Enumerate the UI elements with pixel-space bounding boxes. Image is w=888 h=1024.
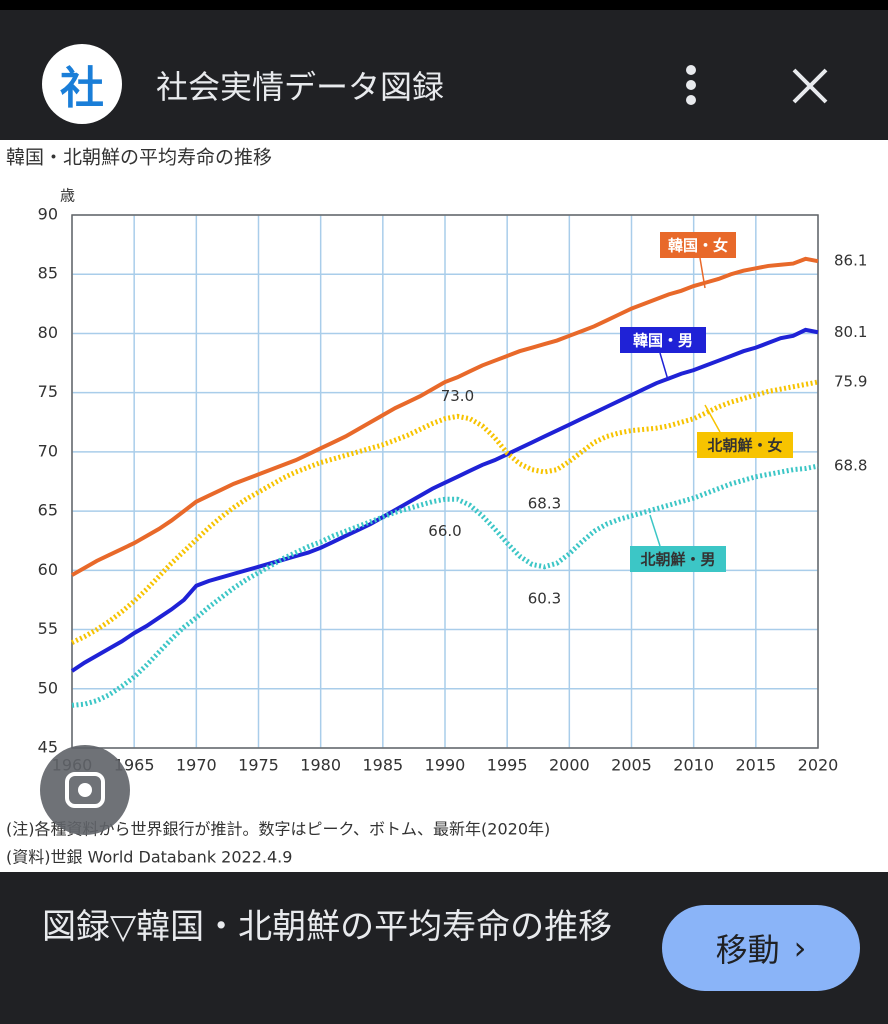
source: (資料)世銀 World Databank 2022.4.9 (6, 848, 292, 867)
menu-button[interactable] (676, 62, 706, 108)
series-label-box (660, 232, 736, 258)
x-tick-label: 2015 (735, 756, 776, 775)
result-card: 図録▽韓国・北朝鮮の平均寿命の推移 移動 › (0, 872, 888, 1024)
series-label-box (697, 432, 793, 458)
y-tick-label: 55 (38, 619, 58, 638)
data-label: 66.0 (428, 522, 461, 540)
x-tick-label: 1990 (425, 756, 466, 775)
x-tick-label: 2020 (798, 756, 839, 775)
data-label: 75.9 (834, 373, 867, 391)
y-tick-label: 50 (38, 678, 58, 697)
site-logo[interactable]: 社 (42, 44, 122, 124)
series-line (70, 379, 819, 645)
site-title: 社会実情データ図録 (156, 68, 445, 106)
x-tick-label: 2005 (611, 756, 652, 775)
chart: 韓国・北朝鮮の平均寿命の推移 歳 (注)各種資料から世界銀行が推計。数字はピーク… (0, 140, 888, 872)
legend-label: 北朝鮮・女 (707, 437, 782, 455)
note: (注)各種資料から世界銀行が推計。数字はピーク、ボトム、最新年(2020年) (6, 820, 550, 839)
x-tick-label: 1980 (300, 756, 341, 775)
card-title[interactable]: 図録▽韓国・北朝鮮の平均寿命の推移 (42, 907, 613, 947)
data-label: 60.3 (528, 589, 561, 607)
x-tick-label: 1970 (176, 756, 217, 775)
data-label: 73.0 (441, 387, 474, 405)
y-tick-label: 90 (38, 205, 58, 224)
legend-label: 韓国・男 (633, 332, 693, 350)
label-leader (699, 257, 706, 289)
close-button[interactable] (790, 66, 830, 106)
data-label: 80.1 (834, 323, 867, 341)
label-leader (704, 404, 721, 433)
series-line (71, 256, 819, 577)
y-tick-label: 70 (38, 441, 58, 460)
legend-label: 北朝鮮・男 (640, 551, 715, 569)
data-label: 68.8 (834, 457, 867, 475)
data-label: 68.3 (528, 495, 561, 513)
y-tick-label: 45 (38, 738, 58, 757)
x-tick-label: 2010 (673, 756, 714, 775)
y-axis-unit: 歳 (60, 187, 75, 205)
data-label: 86.1 (834, 252, 867, 270)
series-label-box (620, 327, 706, 353)
x-tick-label: 1995 (487, 756, 528, 775)
series-line (71, 463, 819, 708)
y-tick-label: 60 (38, 560, 58, 579)
visit-button[interactable]: 移動 › (662, 905, 860, 991)
y-tick-label: 85 (38, 264, 58, 283)
chart-title: 韓国・北朝鮮の平均寿命の推移 (6, 147, 272, 169)
y-tick-label: 75 (38, 382, 58, 401)
label-leader (649, 514, 661, 547)
top-bar: 社 社会実情データ図録 (0, 0, 888, 140)
series-line (70, 327, 819, 673)
chevron: › (793, 929, 807, 967)
series-label-box (630, 546, 726, 572)
x-tick-label: 1985 (362, 756, 403, 775)
y-tick-label: 65 (38, 501, 58, 520)
lens-button[interactable] (40, 745, 130, 835)
label-leader (659, 352, 669, 381)
legend-label: 韓国・女 (668, 237, 728, 255)
plot-border (71, 214, 819, 749)
button-label: 移動 (715, 931, 780, 969)
x-tick-label: 2000 (549, 756, 590, 775)
x-tick-label: 1975 (238, 756, 279, 775)
chart-background (0, 140, 888, 872)
y-tick-label: 80 (38, 323, 58, 342)
